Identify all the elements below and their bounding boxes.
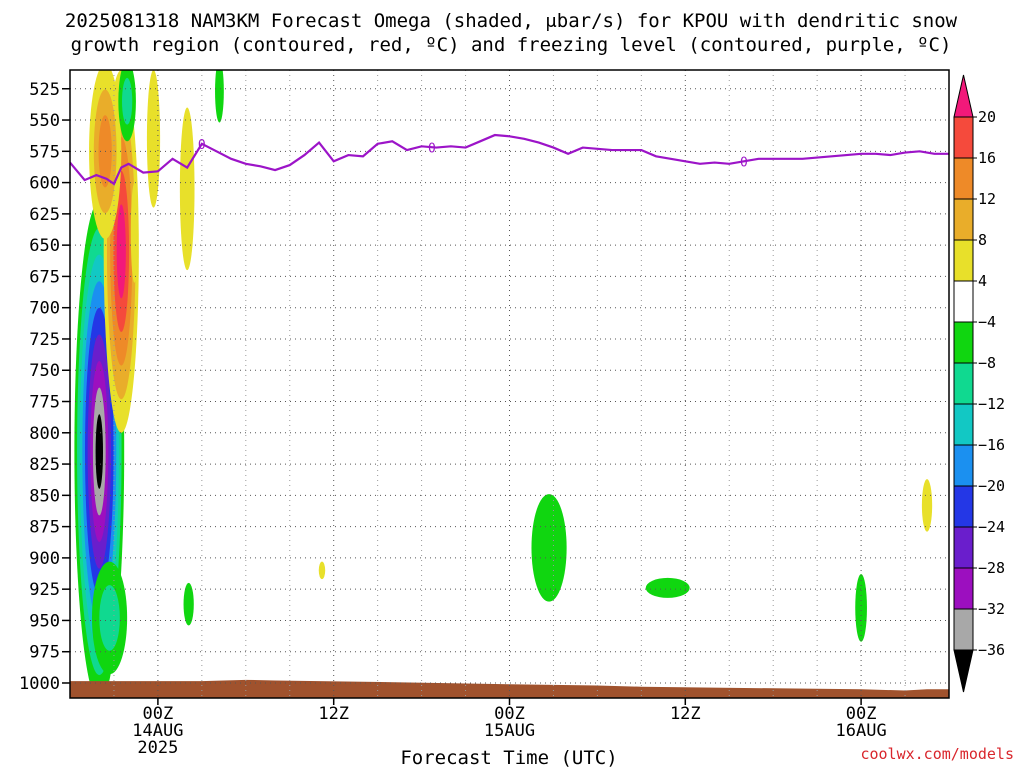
colorbar-label-8: −4 bbox=[978, 313, 996, 331]
colorbar-bin-12 bbox=[953, 157, 974, 200]
omega-contour-1-4 bbox=[116, 204, 126, 299]
x-tick-label-0-0: 00Z bbox=[143, 704, 174, 724]
colorbar-bin-10 bbox=[953, 239, 974, 282]
omega-contour-13-0 bbox=[855, 574, 867, 642]
colorbar-label-4: −20 bbox=[978, 477, 1005, 495]
chart-title-line1: 2025081318 NAM3KM Forecast Omega (shaded… bbox=[65, 10, 958, 32]
x-tick-label-4-1: 16AUG bbox=[836, 721, 887, 741]
y-tick-label-875: 875 bbox=[29, 518, 60, 538]
omega-shading-layer bbox=[74, 70, 933, 698]
y-tick-label-850: 850 bbox=[29, 486, 60, 506]
y-axis: 525 550 575 600 625 650 675 700 725 750 775 800 825 8… bbox=[19, 80, 70, 694]
y-tick-label-975: 975 bbox=[29, 643, 60, 663]
colorbar-label-9: 4 bbox=[978, 272, 987, 290]
colorbar-label-7: −8 bbox=[978, 354, 996, 372]
colorbar-label-12: 16 bbox=[978, 149, 996, 167]
colorbar-bin-14 bbox=[953, 74, 974, 118]
x-tick-label-4-0: 00Z bbox=[846, 704, 877, 724]
y-tick-label-625: 625 bbox=[29, 205, 60, 225]
credit-text: coolwx.com/models bbox=[860, 745, 1014, 763]
x-tick-label-0-2: 2025 bbox=[137, 738, 178, 758]
omega-contour-4-0 bbox=[130, 182, 139, 283]
colorbar-bin-13 bbox=[953, 116, 974, 159]
omega-contour-6-0 bbox=[179, 107, 195, 271]
y-tick-label-950: 950 bbox=[29, 611, 60, 631]
y-tick-label-1000: 1000 bbox=[19, 674, 60, 694]
x-tick-label-2-1: 15AUG bbox=[484, 721, 535, 741]
colorbar-label-6: −12 bbox=[978, 395, 1005, 413]
y-tick-label-750: 750 bbox=[29, 361, 60, 381]
colorbar-label-10: 8 bbox=[978, 231, 987, 249]
colorbar-bin-4 bbox=[953, 485, 974, 528]
freezing-level-line bbox=[70, 133, 949, 186]
x-tick-label-3-0: 12Z bbox=[670, 704, 701, 724]
surface-terrain bbox=[70, 679, 949, 698]
omega-contour-0-8 bbox=[95, 414, 104, 489]
y-tick-label-800: 800 bbox=[29, 424, 60, 444]
omega-contour-5-0 bbox=[146, 70, 161, 208]
y-tick-label-600: 600 bbox=[29, 174, 60, 194]
omega-contour-14-0 bbox=[921, 479, 933, 532]
colorbar-bin-0 bbox=[953, 649, 974, 693]
omega-contour-3-1 bbox=[122, 77, 133, 125]
colorbar-label-13: 20 bbox=[978, 108, 996, 126]
y-tick-label-925: 925 bbox=[29, 580, 60, 600]
colorbar-bin-1 bbox=[953, 608, 974, 651]
colorbar-label-0: −36 bbox=[978, 641, 1005, 659]
x-tick-label-1-0: 12Z bbox=[318, 704, 349, 724]
colorbar-label-3: −24 bbox=[978, 518, 1005, 536]
colorbar: −36 −32 −28 −24 −20 −16 −12 −8 −4 4 8 12 16 20 bbox=[953, 74, 1005, 693]
surface-terrain-layer bbox=[70, 679, 949, 698]
colorbar-bin-6 bbox=[953, 403, 974, 446]
x-tick-label-2-0: 00Z bbox=[494, 704, 525, 724]
omega-contour-7-0 bbox=[215, 70, 224, 123]
omega-contour-11-0 bbox=[531, 494, 567, 602]
x-tick-label-0-1: 14AUG bbox=[132, 721, 183, 741]
colorbar-bin-9 bbox=[953, 280, 974, 323]
chart-title-line2: growth region (contoured, red, ºC) and f… bbox=[71, 34, 952, 56]
colorbar-bin-2 bbox=[953, 567, 974, 610]
colorbar-label-1: −32 bbox=[978, 600, 1005, 618]
freezing-level-label-0: 0 bbox=[198, 138, 206, 153]
colorbar-label-11: 12 bbox=[978, 190, 996, 208]
omega-contour-9-0 bbox=[183, 582, 194, 626]
x-axis-label: Forecast Time (UTC) bbox=[400, 747, 617, 768]
omega-contour-12-0 bbox=[645, 577, 690, 598]
plot-frame bbox=[69, 69, 950, 699]
colorbar-bin-5 bbox=[953, 444, 974, 487]
y-tick-label-725: 725 bbox=[29, 330, 60, 350]
y-tick-label-650: 650 bbox=[29, 236, 60, 256]
y-tick-label-700: 700 bbox=[29, 299, 60, 319]
y-tick-label-900: 900 bbox=[29, 549, 60, 569]
y-tick-label-525: 525 bbox=[29, 80, 60, 100]
colorbar-bin-3 bbox=[953, 526, 974, 569]
omega-contour-10-0 bbox=[318, 561, 326, 580]
colorbar-label-2: −28 bbox=[978, 559, 1005, 577]
y-tick-label-825: 825 bbox=[29, 455, 60, 475]
grid-layer bbox=[70, 70, 949, 698]
colorbar-label-5: −16 bbox=[978, 436, 1005, 454]
omega-contour-8-1 bbox=[99, 585, 120, 651]
colorbar-bin-7 bbox=[953, 362, 974, 405]
freezing-level-label-2: 0 bbox=[740, 155, 748, 170]
freezing-level-layer: 0 0 0 bbox=[70, 133, 949, 186]
y-tick-label-775: 775 bbox=[29, 393, 60, 413]
y-tick-label-675: 675 bbox=[29, 267, 60, 287]
colorbar-bin-11 bbox=[953, 198, 974, 241]
y-tick-label-575: 575 bbox=[29, 142, 60, 162]
colorbar-bin-8 bbox=[953, 321, 974, 364]
y-tick-label-550: 550 bbox=[29, 111, 60, 131]
freezing-level-label-1: 0 bbox=[428, 142, 436, 157]
